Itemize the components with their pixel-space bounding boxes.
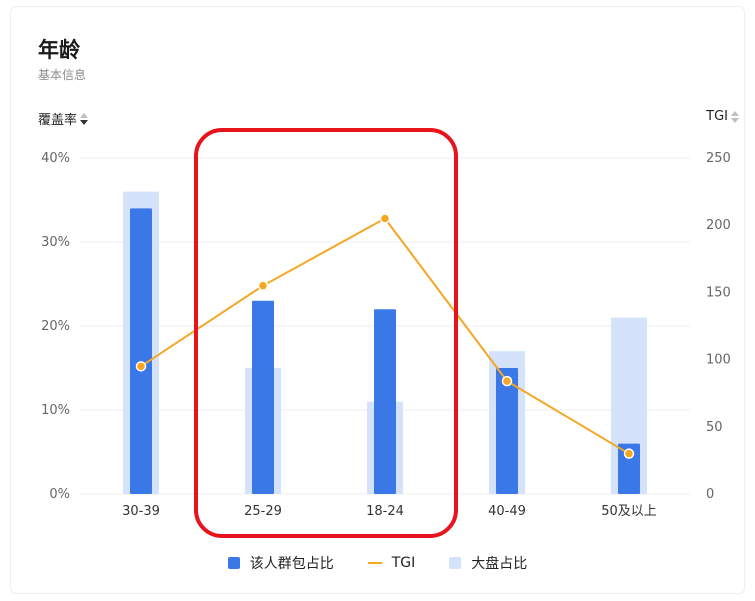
- legend-item-bars[interactable]: 该人群包占比: [227, 553, 334, 573]
- y-left-tick-label: 30%: [41, 235, 70, 250]
- tgi-point: [257, 280, 269, 291]
- y-right-tick-label: 200: [706, 218, 731, 233]
- tgi-point: [623, 448, 635, 459]
- crowd-bar: [130, 208, 152, 494]
- sort-caret-icon[interactable]: [731, 110, 739, 123]
- crowd-bar: [252, 300, 274, 494]
- x-tick-label: 25-29: [244, 504, 282, 519]
- y-left-tick-label: 0%: [49, 487, 70, 502]
- y-right-tick-label: 100: [706, 353, 731, 368]
- legend-item-market[interactable]: 大盘占比: [449, 553, 527, 573]
- left-axis-sort-header[interactable]: 覆盖率: [38, 109, 89, 128]
- x-tick-label: 30-39: [122, 504, 160, 519]
- y-right-tick-label: 250: [706, 151, 731, 166]
- y-right-tick-label: 150: [706, 285, 731, 300]
- highlight-box: [194, 128, 458, 538]
- crowd-bar: [496, 368, 518, 494]
- legend-item-line[interactable]: TGI: [367, 553, 416, 573]
- y-right-tick-label: 0: [706, 487, 714, 502]
- x-tick-label: 40-49: [488, 504, 526, 519]
- crowd-bar: [374, 309, 396, 494]
- tgi-point: [379, 213, 391, 224]
- tgi-point: [501, 375, 513, 387]
- y-left-tick-label: 20%: [41, 319, 70, 334]
- legend-swatch-market: [449, 557, 462, 569]
- x-tick-label: 50及以上: [601, 504, 657, 519]
- right-axis-sort-header[interactable]: TGI: [706, 109, 739, 124]
- y-left-tick-label: 10%: [41, 403, 70, 418]
- y-right-tick-label: 50: [706, 420, 723, 435]
- x-tick-label: 18-24: [366, 504, 404, 519]
- chart-subtitle: 基本信息: [38, 68, 87, 82]
- sort-caret-icon[interactable]: [80, 112, 89, 125]
- left-axis-name: 覆盖率: [38, 113, 78, 128]
- legend-swatch-bars: [227, 557, 240, 569]
- legend-label-bars: 该人群包占比: [249, 556, 334, 572]
- legend-label-market: 大盘占比: [471, 556, 528, 572]
- y-left-tick-label: 40%: [41, 151, 70, 166]
- legend-label-line: TGI: [391, 555, 416, 571]
- right-axis-name: TGI: [706, 109, 728, 124]
- tgi-point: [135, 361, 147, 372]
- chart-legend: 该人群包占比 TGI 大盘占比: [0, 553, 755, 573]
- crowd-bar: [618, 443, 640, 494]
- legend-swatch-line: [367, 562, 382, 564]
- chart-title: 年龄: [38, 38, 80, 62]
